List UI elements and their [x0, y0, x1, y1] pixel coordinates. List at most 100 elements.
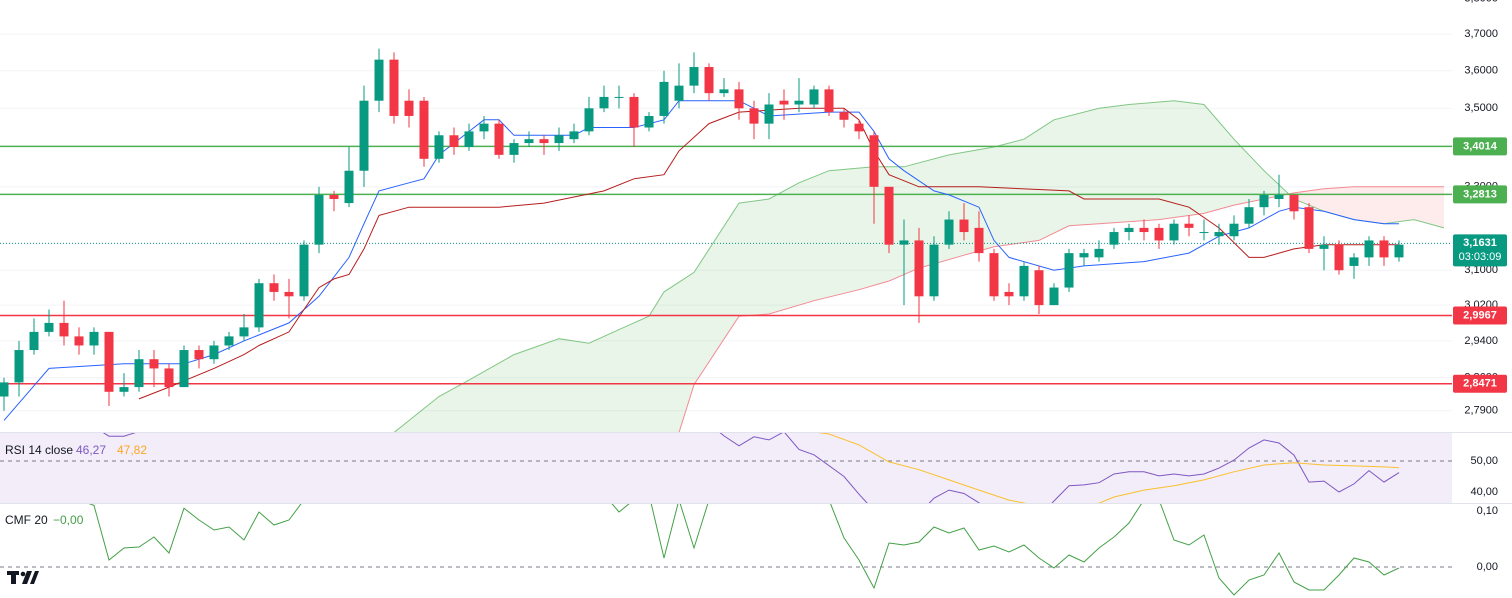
y-tick-label: 40,00: [1470, 486, 1498, 498]
candle-body: [29, 331, 39, 351]
candle-body: [734, 89, 744, 109]
candle-body: [164, 368, 174, 388]
cloud-fill: [514, 351, 522, 432]
candle-body: [494, 123, 504, 155]
cloud-fill: [634, 319, 642, 432]
candle-body: [134, 359, 144, 388]
candle-body: [1334, 244, 1344, 271]
candle-body: [809, 89, 819, 105]
level-label: 2,8471: [1463, 378, 1497, 390]
price-pane: [0, 33, 1452, 432]
candle-body: [554, 135, 564, 144]
cloud-fill: [941, 154, 949, 262]
candle-body: [434, 135, 444, 159]
cloud-fill: [896, 166, 904, 278]
candle-body: [1259, 194, 1269, 208]
cloud-fill: [679, 277, 687, 432]
y-tick-label: 3,5000: [1464, 102, 1498, 114]
candle-body: [869, 135, 879, 187]
cloud-fill: [1324, 188, 1332, 214]
rsi-title: RSI 14 close: [5, 443, 73, 457]
cloud-fill: [1436, 186, 1444, 228]
candle-body: [1049, 287, 1059, 306]
cloud-fill: [821, 170, 829, 299]
cloud-fill: [1136, 103, 1144, 222]
cloud-fill: [1196, 103, 1204, 215]
cloud-fill: [1189, 102, 1197, 216]
cloud-fill: [664, 287, 672, 432]
cloud-fill: [1211, 113, 1219, 212]
y-tick-label: 0,10: [1477, 505, 1498, 517]
candle-body: [644, 115, 654, 128]
cloud-fill: [604, 333, 612, 432]
candle-body: [1019, 265, 1029, 297]
candle-body: [854, 123, 864, 132]
y-tick-label: 50,00: [1470, 455, 1498, 467]
cloud-fill: [1414, 186, 1422, 222]
candle-body: [284, 291, 294, 297]
cloud-fill: [1174, 100, 1182, 218]
candle-body: [764, 104, 774, 124]
candle-body: [569, 131, 579, 140]
indicator-line: [810, 432, 1400, 503]
cloud-fill: [1054, 117, 1062, 234]
candle-body: [674, 85, 684, 101]
cloud-fill: [761, 198, 769, 315]
cloud-fill: [1226, 130, 1234, 208]
candle-body: [329, 194, 339, 199]
cloud-fill: [926, 158, 934, 266]
cloud-fill: [1234, 139, 1242, 206]
y-tick-label: 3,7000: [1464, 28, 1498, 40]
cloud-fill: [784, 186, 792, 310]
cloud-fill: [619, 326, 627, 432]
candle-body: [989, 253, 999, 297]
candle-body: [824, 89, 834, 113]
cloud-fill: [1429, 186, 1437, 226]
cloud-fill: [1354, 186, 1362, 221]
candle-body: [1124, 227, 1134, 233]
candle-body: [794, 100, 804, 105]
candle-body: [1109, 232, 1119, 245]
candle-body: [524, 139, 534, 144]
cloud-fill: [446, 388, 454, 432]
candle-body: [1289, 194, 1299, 212]
cloud-fill: [506, 354, 514, 432]
cloud-fill: [769, 194, 777, 314]
cloud-fill: [656, 291, 664, 432]
cloud-fill: [844, 168, 852, 294]
cloud-fill: [536, 343, 544, 432]
cloud-fill: [866, 166, 874, 288]
cloud-fill: [566, 339, 574, 432]
candle-body: [1079, 253, 1089, 258]
cloud-fill: [1084, 110, 1092, 225]
cloud-fill: [1361, 186, 1369, 222]
candle-body: [974, 227, 984, 254]
cloud-fill: [1384, 186, 1392, 224]
last-price-label: 3,1631: [1463, 237, 1497, 249]
cloud-fill: [1391, 186, 1399, 223]
cloud-fill: [776, 190, 784, 312]
rsi-signal-value: 47,82: [117, 443, 147, 457]
cloud-fill: [611, 329, 619, 432]
cloud-fill: [836, 169, 844, 296]
cloud-fill: [1421, 186, 1429, 224]
cloud-fill: [1046, 119, 1054, 237]
cmf-pane: [0, 503, 1452, 596]
candle-body: [224, 336, 234, 346]
cloud-fill: [829, 170, 837, 298]
cloud-fill: [746, 201, 754, 316]
cloud-fill: [1376, 186, 1384, 224]
cloud-fill: [626, 322, 634, 432]
candle-body: [0, 382, 9, 397]
cloud-fill: [1039, 124, 1047, 241]
cloud-fill: [1076, 112, 1084, 226]
candle-body: [539, 139, 549, 144]
rsi-pane: [0, 432, 1452, 503]
level-label-box: [1453, 374, 1507, 393]
cloud-fill: [476, 371, 484, 432]
cloud-fill: [641, 316, 649, 432]
cloud-fill: [1151, 101, 1159, 221]
cloud-fill: [431, 396, 439, 432]
cloud-fill: [409, 414, 417, 432]
